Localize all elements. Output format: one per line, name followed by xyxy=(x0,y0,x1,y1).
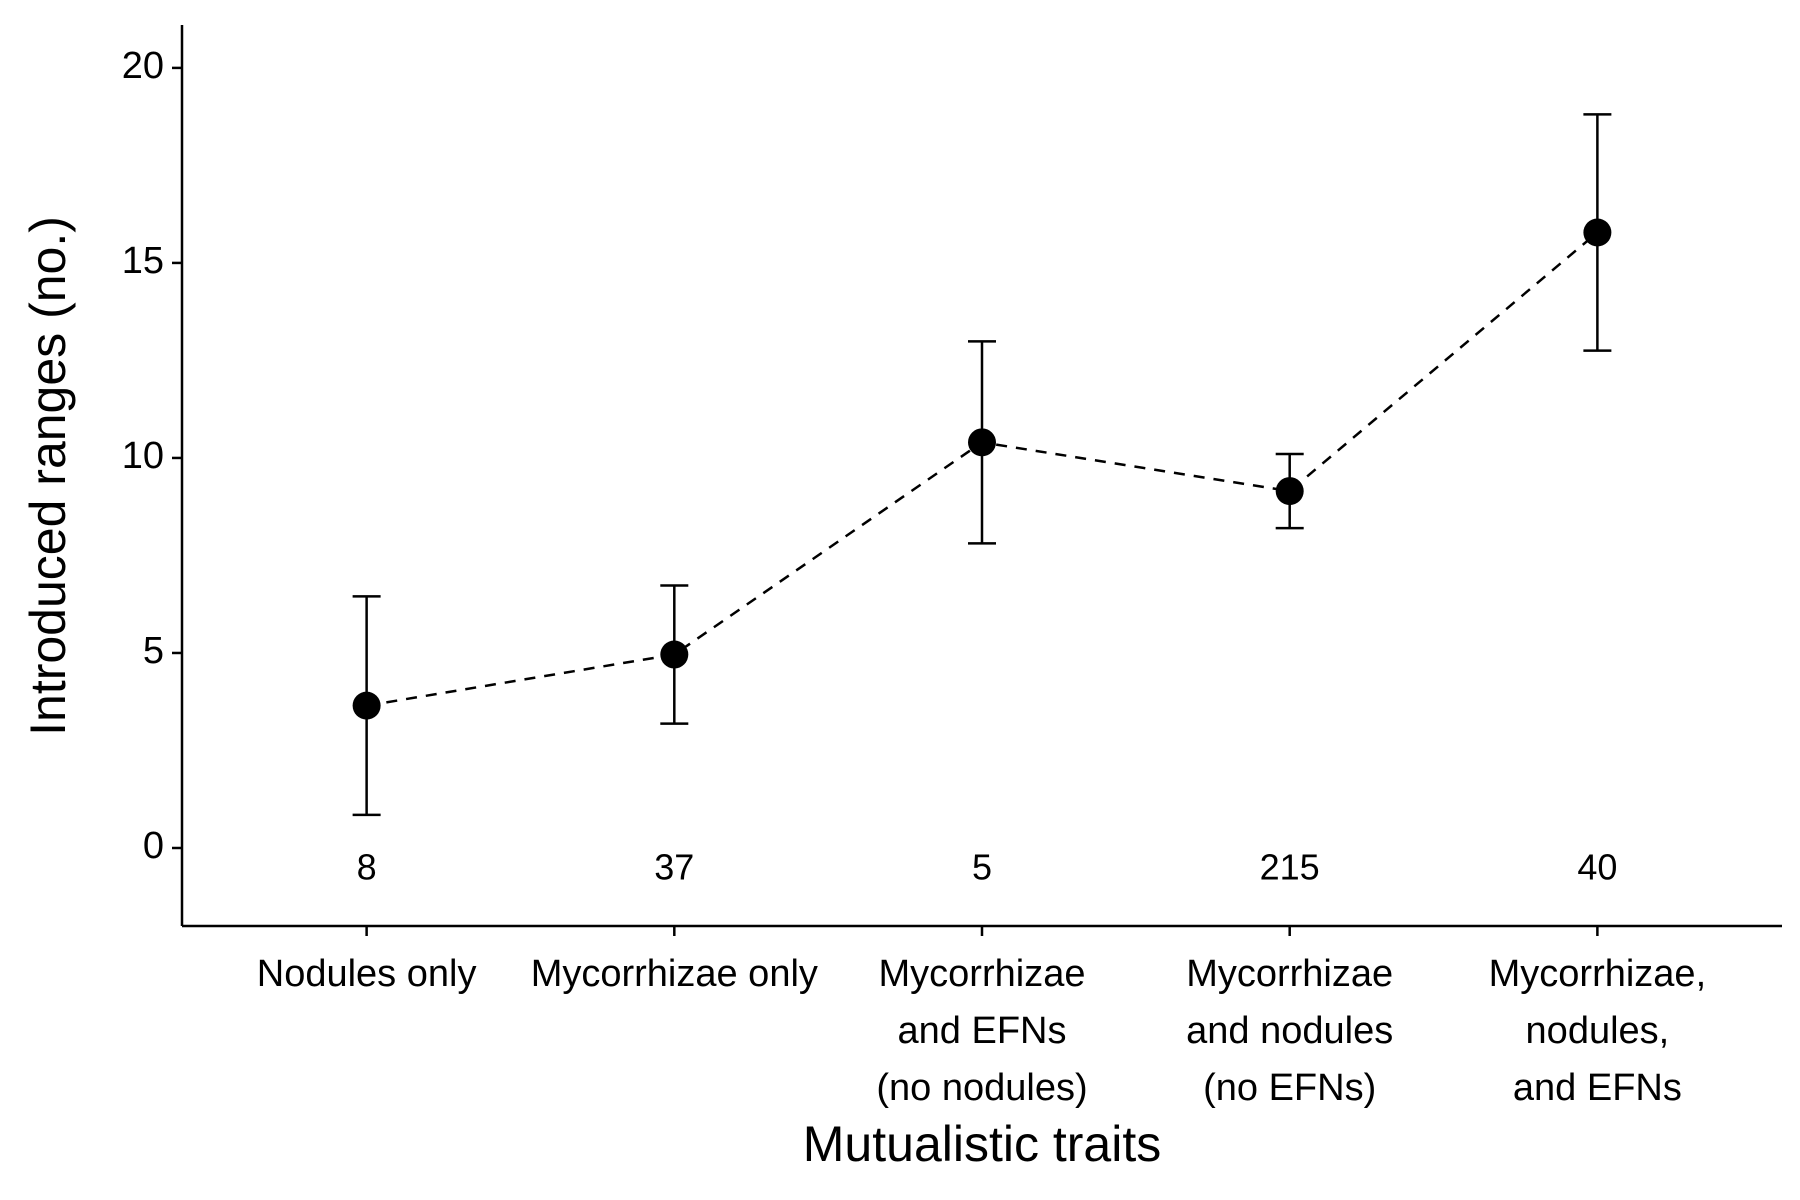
y-tick-label: 0 xyxy=(143,825,164,867)
y-tick-label: 5 xyxy=(143,630,164,672)
x-tick-label-line: Mycorrhizae xyxy=(879,953,1086,995)
point xyxy=(660,640,689,669)
y-tick-label: 15 xyxy=(122,240,164,282)
point xyxy=(1583,218,1612,247)
x-tick-label-line: Mycorrhizae xyxy=(1186,953,1393,995)
point xyxy=(352,691,381,720)
x-tick-label-line: Mycorrhizae only xyxy=(531,953,818,995)
x-tick-label: Mycorrhizae only xyxy=(531,953,818,995)
x-tick-label-line: Mycorrhizae, xyxy=(1489,953,1707,995)
x-tick-label-line: and EFNs xyxy=(898,1010,1067,1052)
x-tick-label: Mycorrhizae and EFNs (no nodules) xyxy=(876,953,1087,1109)
sample-size-label: 40 xyxy=(1577,847,1617,888)
x-tick-label-line: nodules, xyxy=(1526,1010,1670,1052)
sample-size-label: 5 xyxy=(972,847,992,888)
y-tick-label: 10 xyxy=(122,435,164,477)
sample-size-label: 215 xyxy=(1260,847,1320,888)
y-axis-title: Introduced ranges (no.) xyxy=(20,216,76,736)
x-tick-label-line: and nodules xyxy=(1186,1010,1393,1052)
x-tick-label: Nodules only xyxy=(257,953,477,995)
sample-size-label: 37 xyxy=(654,847,694,888)
point xyxy=(1275,477,1304,506)
x-axis-title: Mutualistic traits xyxy=(803,1116,1161,1172)
x-tick-label: Mycorrhizae, nodules, and EFNs xyxy=(1489,953,1707,1109)
y-tick-label: 20 xyxy=(122,45,164,87)
x-tick-label-line: (no EFNs) xyxy=(1203,1067,1376,1109)
sample-size-label: 8 xyxy=(357,847,377,888)
x-tick-label-line: (no nodules) xyxy=(876,1067,1087,1109)
point xyxy=(968,428,996,457)
x-tick-label-line: and EFNs xyxy=(1513,1067,1682,1109)
x-tick-label-line: Nodules only xyxy=(257,953,477,995)
x-tick-label: Mycorrhizae and nodules (no EFNs) xyxy=(1186,953,1393,1109)
